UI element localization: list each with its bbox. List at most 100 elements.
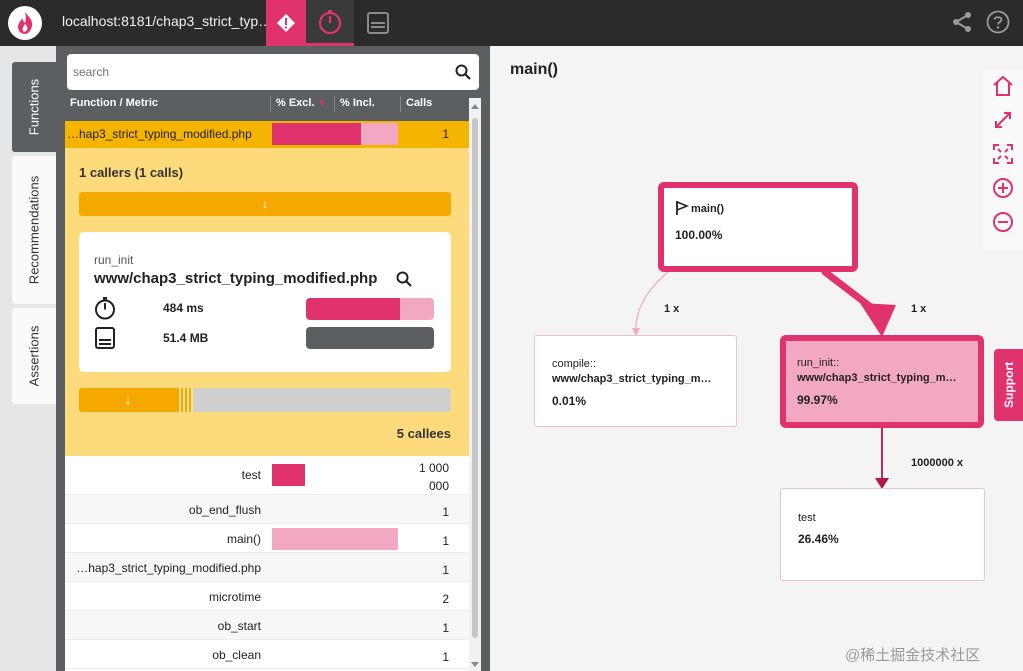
selected-function-row[interactable]: …hap3_strict_typing_modified.php 1: [65, 121, 469, 148]
callee-calls-line: 1: [442, 534, 449, 548]
callee-row[interactable]: ob_start 1: [65, 611, 469, 640]
edge-label-main-compile: 1 x: [664, 303, 680, 315]
functions-panel: Function / Metric % Excl.▼ % Incl. Calls…: [56, 46, 490, 671]
caller-file: www/chap3_strict_typing_modified.php: [94, 270, 378, 287]
node-run-init-file: www/chap3_strict_typing_m…: [797, 372, 957, 384]
callee-calls: 1: [442, 648, 449, 666]
flag-icon: [676, 201, 689, 215]
expand-icon[interactable]: [991, 108, 1015, 132]
time-value: 484 ms: [163, 301, 204, 315]
callee-row[interactable]: ob_clean 1: [65, 640, 469, 669]
function-calls: 1: [442, 127, 449, 141]
callee-row[interactable]: main() 1: [65, 524, 469, 553]
callee-calls: 1: [442, 532, 449, 550]
watermark: @稀土掘金技术社区: [845, 647, 981, 664]
tab-alerts[interactable]: [266, 0, 306, 46]
tab-memory[interactable]: [354, 0, 402, 46]
callee-row[interactable]: test 1 000 000: [65, 456, 469, 495]
node-test[interactable]: test 26.46%: [780, 488, 985, 581]
support-button[interactable]: Support: [994, 349, 1023, 421]
search-icon[interactable]: [396, 271, 412, 287]
arrow-down-icon: ↓: [261, 196, 269, 211]
memory-icon: [95, 327, 115, 349]
edge-main-run: [821, 268, 876, 312]
node-main[interactable]: main() 100.00%: [658, 182, 858, 272]
side-tabs: Functions Recommendations Assertions: [0, 46, 56, 671]
search-icon[interactable]: [455, 64, 471, 80]
node-run-init-name: run_init::: [797, 357, 840, 369]
arrow-down-icon: ↓: [124, 392, 132, 407]
tab-assertions[interactable]: Assertions: [12, 308, 56, 404]
node-run-init[interactable]: run_init:: www/chap3_strict_typing_m… 99…: [780, 335, 984, 428]
tab-assertions-label: Assertions: [26, 325, 42, 387]
column-excl[interactable]: % Excl. ▼: [276, 97, 326, 109]
blackfire-logo[interactable]: [8, 6, 42, 40]
node-compile-name: compile::: [552, 358, 597, 370]
column-divider: [270, 96, 271, 112]
memory-value: 51.4 MB: [163, 331, 209, 345]
callee-calls-line: 1: [442, 505, 449, 519]
top-bar: localhost:8181/chap3_strict_typ…: [0, 0, 1023, 46]
help-button[interactable]: [986, 10, 1010, 34]
list-scrollbar[interactable]: [469, 98, 481, 671]
share-button[interactable]: [950, 10, 974, 34]
callee-calls-line: 1: [442, 621, 449, 635]
callee-name: microtime: [208, 590, 261, 604]
callee-row[interactable]: microtime 2: [65, 582, 469, 611]
edge-run-test-arrowhead: [875, 478, 889, 489]
node-run-init-pct: 99.97%: [797, 393, 838, 407]
scroll-thumb[interactable]: [472, 118, 478, 638]
column-excl-label: % Excl.: [276, 97, 315, 109]
column-incl[interactable]: % Incl.: [340, 97, 375, 109]
scroll-up-arrow[interactable]: [471, 104, 479, 109]
callee-calls-line: 1 000: [418, 461, 449, 475]
node-compile[interactable]: compile:: www/chap3_strict_typing_m… 0.0…: [534, 335, 737, 427]
node-main-name: main(): [691, 203, 724, 215]
page-url[interactable]: localhost:8181/chap3_strict_typ…: [62, 13, 273, 29]
callee-row[interactable]: …hap3_strict_typing_modified.php 1: [65, 553, 469, 582]
zoom-out-icon[interactable]: [991, 210, 1015, 234]
caller-card: run_init www/chap3_strict_typing_modifie…: [79, 232, 451, 372]
incl-bar: [361, 123, 398, 145]
callees-bar[interactable]: ↓: [79, 388, 451, 412]
callee-name: main(): [226, 532, 261, 546]
sort-desc-icon: ▼: [317, 98, 327, 108]
search-box: [67, 54, 479, 90]
tab-recommendations[interactable]: Recommendations: [12, 156, 56, 304]
node-test-pct: 26.46%: [798, 532, 839, 546]
callee-name: ob_start: [217, 619, 261, 633]
help-icon: [986, 10, 1010, 34]
share-icon: [953, 12, 971, 32]
scroll-down-arrow[interactable]: [471, 662, 479, 667]
time-incl-bar: [400, 298, 434, 320]
callees-title: 5 callees: [396, 426, 451, 441]
functions-list: …hap3_strict_typing_modified.php 1 1 cal…: [65, 121, 469, 671]
callers-bar[interactable]: ↓: [79, 192, 451, 216]
callee-name: ob_clean: [212, 648, 261, 662]
edge-label-main-run: 1 x: [911, 303, 927, 315]
tab-functions[interactable]: Functions: [12, 62, 56, 152]
search-input[interactable]: [67, 54, 447, 90]
zoom-in-icon[interactable]: [991, 176, 1015, 200]
callee-row[interactable]: ob_end_flush 1: [65, 495, 469, 524]
column-calls[interactable]: Calls: [406, 97, 433, 109]
edge-main-run-arrowhead: [860, 303, 896, 337]
timer-icon: [318, 9, 342, 34]
tab-timeline[interactable]: [306, 0, 354, 46]
callee-name: ob_end_flush: [188, 503, 261, 517]
timer-icon: [95, 297, 115, 320]
function-name: …hap3_strict_typing_modified.php: [67, 127, 252, 141]
memory-bar: [306, 327, 434, 349]
column-function[interactable]: Function / Metric: [70, 97, 158, 109]
callee-incl-bar: [272, 528, 398, 550]
callers-title: 1 callers (1 calls): [79, 165, 184, 180]
caller-name: run_init: [94, 253, 134, 267]
callee-calls-line: 000: [428, 479, 449, 493]
function-detail: 1 callers (1 calls) ↓ run_init www/chap3…: [65, 148, 469, 456]
home-icon[interactable]: [991, 74, 1015, 98]
excl-bar: [272, 123, 361, 145]
call-graph[interactable]: main() 1 x 1 x 1000000 x main() 100.00% …: [490, 46, 1023, 671]
callee-calls: 1: [442, 503, 449, 521]
support-label: Support: [1001, 362, 1016, 408]
fit-icon[interactable]: [991, 142, 1015, 166]
